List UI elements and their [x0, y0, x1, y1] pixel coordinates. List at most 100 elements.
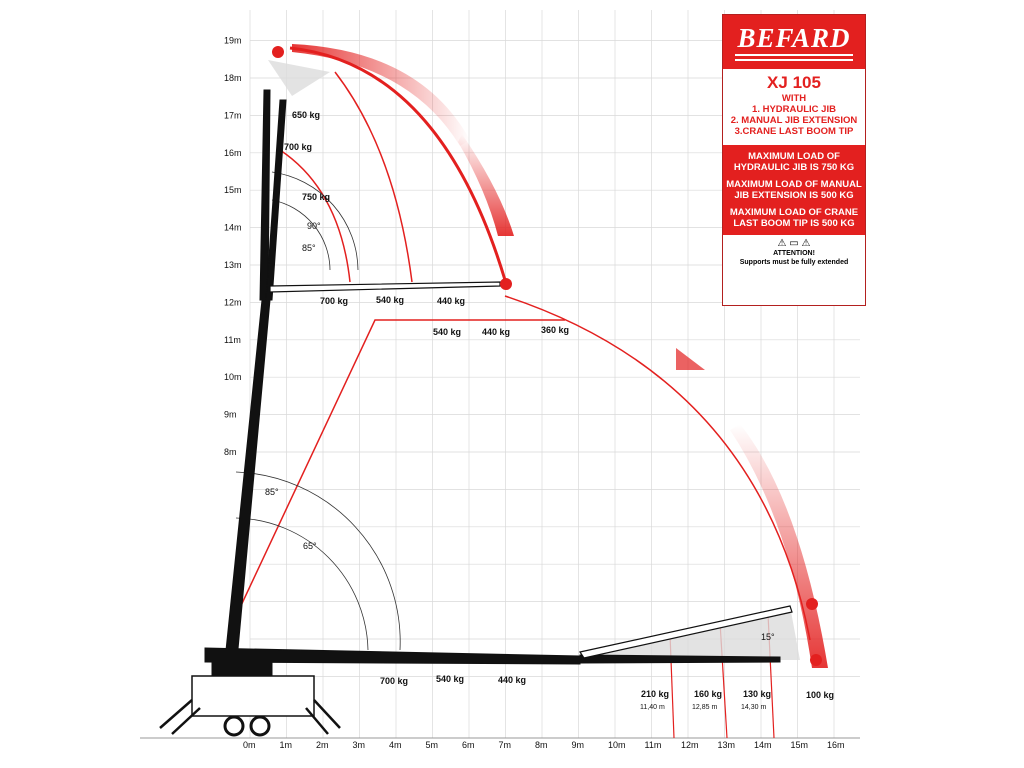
label-mid-440kg: 440 kg — [437, 296, 465, 306]
info-boom-tip: MAXIMUM LOAD OF CRANE LAST BOOM TIP IS 5… — [729, 207, 859, 229]
hook-tip-low — [810, 654, 822, 666]
info-manual-jib: MAXIMUM LOAD OF MANUAL JIB EXTENSION IS … — [726, 179, 862, 201]
label-mid-540kg: 540 kg — [376, 295, 404, 305]
x-tick-label: 7m — [499, 740, 512, 750]
brand-logo: BEFARD — [737, 22, 851, 53]
x-tick-label: 15m — [791, 740, 809, 750]
x-tick-label: 14m — [754, 740, 772, 750]
label-ext-540kg: 540 kg — [433, 327, 461, 337]
label-ext-360kg: 360 kg — [541, 325, 569, 335]
crane — [159, 89, 793, 737]
y-tick-label: 18m — [224, 73, 242, 83]
y-axis-ticks: 8m 9m 10m 11m 12m 13m 14m 15m 16m 17m 18m 19m — [224, 36, 242, 457]
feature-item: 1. HYDRAULIC JIB — [752, 104, 836, 115]
attention-title: ATTENTION! — [773, 250, 815, 257]
label-tip-210kg: 210 kg — [641, 689, 669, 699]
brand-header: BEFARD — [723, 15, 865, 69]
tip-jib-raised — [579, 605, 793, 659]
horizontal-boom-base — [204, 647, 581, 665]
y-tick-label: 13m — [224, 260, 242, 270]
label-angle-85-top: 85° — [302, 243, 316, 253]
x-tick-label: 10m — [608, 740, 626, 750]
y-tick-label: 14m — [224, 223, 242, 233]
upper-boom-2 — [265, 99, 287, 301]
hook-top — [272, 46, 284, 58]
envelope-shading — [268, 60, 800, 660]
x-tick-label: 4m — [389, 740, 402, 750]
top-arc-inner-700 — [334, 71, 413, 283]
y-tick-label: 8m — [224, 447, 237, 457]
top-arc-inner-750 — [279, 149, 351, 283]
with-label: WITH — [781, 93, 807, 104]
y-tick-label: 15m — [224, 185, 242, 195]
hook-tip-raised — [806, 598, 818, 610]
label-650kg: 650 kg — [292, 110, 320, 120]
x-tick-label: 3m — [353, 740, 366, 750]
y-tick-label: 19m — [224, 36, 242, 46]
label-tip-160kg: 160 kg — [694, 689, 722, 699]
model-title: XJ 105 — [767, 73, 821, 92]
angle-arc-lower-outer — [235, 471, 401, 651]
angle-arc-upper-inner — [271, 199, 331, 271]
feature-list: WITH 1. HYDRAULIC JIB 2. MANUAL JIB EXTE… — [723, 93, 865, 137]
horizontal-boom-ext — [579, 654, 781, 664]
hooks — [272, 46, 822, 666]
x-tick-label: 8m — [535, 740, 548, 750]
hook-mid — [500, 278, 512, 290]
outrigger-right — [305, 699, 341, 735]
wheel-left — [223, 715, 245, 737]
label-mid-700kg: 700 kg — [320, 296, 348, 306]
x-tick-label: 12m — [681, 740, 699, 750]
crane-warning-icon: ⚠ ▭ ⚠ — [777, 238, 811, 249]
label-base-540kg: 540 kg — [436, 674, 464, 684]
outrigger-left — [159, 699, 201, 735]
label-base-440kg: 440 kg — [498, 675, 526, 685]
top-jib-shade — [268, 60, 330, 96]
right-range-marker — [730, 424, 828, 668]
x-tick-label: 5m — [426, 740, 439, 750]
main-boom-vertical — [224, 299, 271, 661]
x-tick-label: 0m — [243, 740, 256, 750]
mid-jib — [269, 281, 501, 293]
attention-block: ⚠ ▭ ⚠ ATTENTION! Supports must be fully … — [723, 235, 865, 267]
label-angle-90: 90° — [307, 221, 321, 231]
label-700kg-top: 700 kg — [284, 142, 312, 152]
mid-triangle-marker — [676, 348, 705, 370]
feature-item: 2. MANUAL JIB EXTENSION — [730, 115, 858, 126]
attention-text: Supports must be fully extended — [739, 259, 849, 266]
top-range-marker — [292, 44, 470, 146]
y-tick-label: 17m — [224, 110, 242, 120]
info-panel: BEFARD XJ 105 WITH 1. HYDRAULIC JIB 2. M… — [722, 14, 866, 306]
label-angle-85-low: 85° — [265, 487, 279, 497]
label-tip-dist-1140: 11,40 m — [640, 704, 665, 711]
range-markers — [292, 44, 828, 668]
label-base-700kg: 700 kg — [380, 676, 408, 686]
label-angle-15: 15° — [761, 632, 775, 642]
label-tip-100kg: 100 kg — [806, 690, 834, 700]
label-angle-65: 65° — [303, 541, 317, 551]
x-tick-label: 9m — [572, 740, 585, 750]
turret — [211, 651, 273, 677]
y-tick-label: 10m — [224, 372, 242, 382]
label-tip-dist-1285: 12,85 m — [692, 704, 717, 711]
label-750kg: 750 kg — [302, 192, 330, 202]
max-load-info: MAXIMUM LOAD OF HYDRAULIC JIB IS 750 KG … — [723, 145, 865, 235]
x-tick-label: 11m — [645, 740, 662, 750]
y-tick-label: 9m — [224, 410, 237, 420]
y-tick-label: 16m — [224, 148, 242, 158]
base-body — [191, 675, 315, 717]
y-tick-label: 11m — [224, 335, 241, 345]
x-axis-ticks: 0m 1m 2m 3m 4m 5m 6m 7m 8m 9m 10m 11m 12m 13m 14m 15m 16… — [243, 740, 845, 750]
x-tick-label: 1m — [280, 740, 293, 750]
angle-arc-lower-inner — [235, 517, 369, 651]
ext-envelope-left — [237, 319, 565, 613]
x-tick-label: 16m — [827, 740, 845, 750]
upper-boom — [259, 89, 271, 301]
label-tip-130kg: 130 kg — [743, 689, 771, 699]
x-tick-label: 13m — [718, 740, 736, 750]
y-tick-label: 12m — [224, 297, 242, 307]
info-hydraulic-jib: MAXIMUM LOAD OF HYDRAULIC JIB IS 750 KG — [733, 151, 855, 173]
label-ext-440kg: 440 kg — [482, 327, 510, 337]
feature-item: 3.CRANE LAST BOOM TIP — [734, 126, 854, 137]
